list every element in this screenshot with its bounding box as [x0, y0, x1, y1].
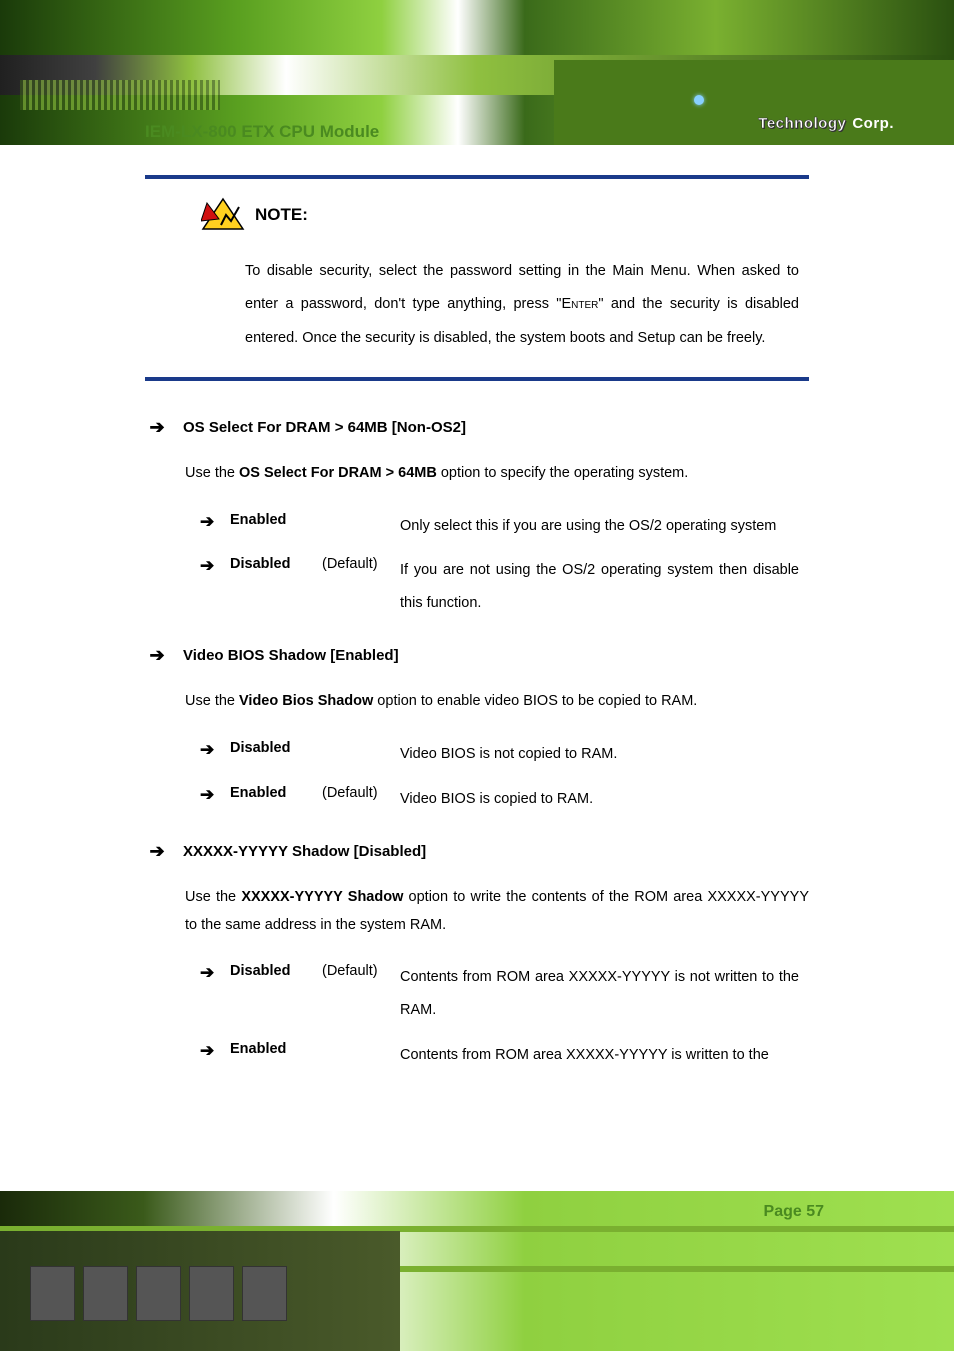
option-default — [322, 738, 400, 740]
arrow-icon: ➔ — [200, 1039, 230, 1061]
option-label: Enabled — [230, 510, 322, 528]
option-list: ➔ Enabled Only select this if you are us… — [200, 510, 799, 620]
option-row: ➔ Enabled (Default) Video BIOS is copied… — [200, 783, 799, 816]
option-label: Disabled — [230, 961, 322, 979]
header-banner: Technology Corp. — [0, 0, 954, 165]
section-heading: ➔ OS Select For DRAM > 64MB [Non-OS2] — [145, 417, 809, 438]
note-icon — [201, 197, 245, 233]
option-default: (Default) — [322, 961, 400, 979]
arrow-icon: ➔ — [145, 417, 169, 438]
use-pre: Use the — [185, 889, 241, 905]
option-label: Disabled — [230, 738, 322, 756]
option-list: ➔ Disabled (Default) Contents from ROM a… — [200, 961, 799, 1071]
arrow-icon: ➔ — [200, 510, 230, 532]
use-post: option to enable video BIOS to be copied… — [373, 693, 697, 709]
section-heading: ➔ Video BIOS Shadow [Enabled] — [145, 645, 809, 666]
use-bold: OS Select For DRAM > 64MB — [239, 465, 437, 481]
brand-logo: Technology Corp. — [758, 115, 894, 132]
note-body: To disable security, select the password… — [245, 255, 799, 355]
chip-icon — [30, 1266, 75, 1321]
use-bold: XXXXX-YYYYY Shadow — [241, 889, 403, 905]
option-desc: Only select this if you are using the OS… — [400, 510, 799, 543]
note-header: NOTE: — [201, 197, 809, 233]
option-desc: Contents from ROM area XXXXX-YYYYY is no… — [400, 961, 799, 1026]
section-heading: ➔ XXXXX-YYYYY Shadow [Disabled] — [145, 841, 809, 862]
option-desc: Video BIOS is not copied to RAM. — [400, 738, 799, 771]
option-default: (Default) — [322, 554, 400, 572]
section-shadow: ➔ XXXXX-YYYYY Shadow [Disabled] Use the … — [145, 841, 809, 1071]
chip-icon — [189, 1266, 234, 1321]
option-label: Enabled — [230, 783, 322, 801]
option-list: ➔ Disabled Video BIOS is not copied to R… — [200, 738, 799, 815]
option-label: Disabled — [230, 554, 322, 572]
section-title: Video BIOS Shadow [Enabled] — [183, 647, 399, 664]
arrow-icon: ➔ — [200, 554, 230, 576]
page-number: Page 57 — [764, 1203, 824, 1221]
option-default — [322, 1039, 400, 1041]
use-pre: Use the — [185, 465, 239, 481]
content-area: NOTE: To disable security, select the pa… — [145, 175, 809, 1191]
option-row: ➔ Enabled Contents from ROM area XXXXX-Y… — [200, 1039, 799, 1072]
option-row: ➔ Enabled Only select this if you are us… — [200, 510, 799, 543]
brand-text: Technology — [758, 115, 846, 132]
option-default: (Default) — [322, 783, 400, 801]
section-body: Use the XXXXX-YYYYY Shadow option to wri… — [185, 884, 809, 939]
section-body: Use the OS Select For DRAM > 64MB option… — [185, 460, 809, 488]
option-row: ➔ Disabled Video BIOS is not copied to R… — [200, 738, 799, 771]
page-title: IEM-LX-800 ETX CPU Module — [145, 122, 379, 142]
arrow-icon: ➔ — [200, 783, 230, 805]
option-row: ➔ Disabled (Default) If you are not usin… — [200, 554, 799, 619]
chip-icon — [83, 1266, 128, 1321]
chip-icon — [136, 1266, 181, 1321]
use-pre: Use the — [185, 693, 239, 709]
section-os-select: ➔ OS Select For DRAM > 64MB [Non-OS2] Us… — [145, 417, 809, 619]
chip-icon — [242, 1266, 287, 1321]
section-body: Use the Video Bios Shadow option to enab… — [185, 688, 809, 716]
option-desc: If you are not using the OS/2 operating … — [400, 554, 799, 619]
footer-decor-chips — [30, 1266, 350, 1336]
section-title: XXXXX-YYYYY Shadow [Disabled] — [183, 843, 426, 860]
note-title: NOTE: — [255, 205, 308, 225]
header-decor-left — [20, 80, 220, 110]
option-row: ➔ Disabled (Default) Contents from ROM a… — [200, 961, 799, 1026]
header-decor-right — [554, 60, 954, 150]
brand-suffix: Corp. — [852, 115, 894, 132]
use-bold: Video Bios Shadow — [239, 693, 373, 709]
arrow-icon: ➔ — [200, 738, 230, 760]
header-decor-dot — [694, 95, 704, 105]
option-desc: Video BIOS is copied to RAM. — [400, 783, 799, 816]
option-default — [322, 510, 400, 512]
section-video-bios: ➔ Video BIOS Shadow [Enabled] Use the Vi… — [145, 645, 809, 815]
use-post: option to specify the operating system. — [437, 465, 688, 481]
note-body-key: Enter — [561, 296, 598, 312]
header-decor-white — [0, 145, 954, 165]
note-block: NOTE: To disable security, select the pa… — [145, 175, 809, 381]
section-title: OS Select For DRAM > 64MB [Non-OS2] — [183, 419, 466, 436]
option-desc: Contents from ROM area XXXXX-YYYYY is wr… — [400, 1039, 799, 1072]
option-label: Enabled — [230, 1039, 322, 1057]
arrow-icon: ➔ — [200, 961, 230, 983]
footer-banner: Page 57 — [0, 1191, 954, 1351]
arrow-icon: ➔ — [145, 841, 169, 862]
arrow-icon: ➔ — [145, 645, 169, 666]
